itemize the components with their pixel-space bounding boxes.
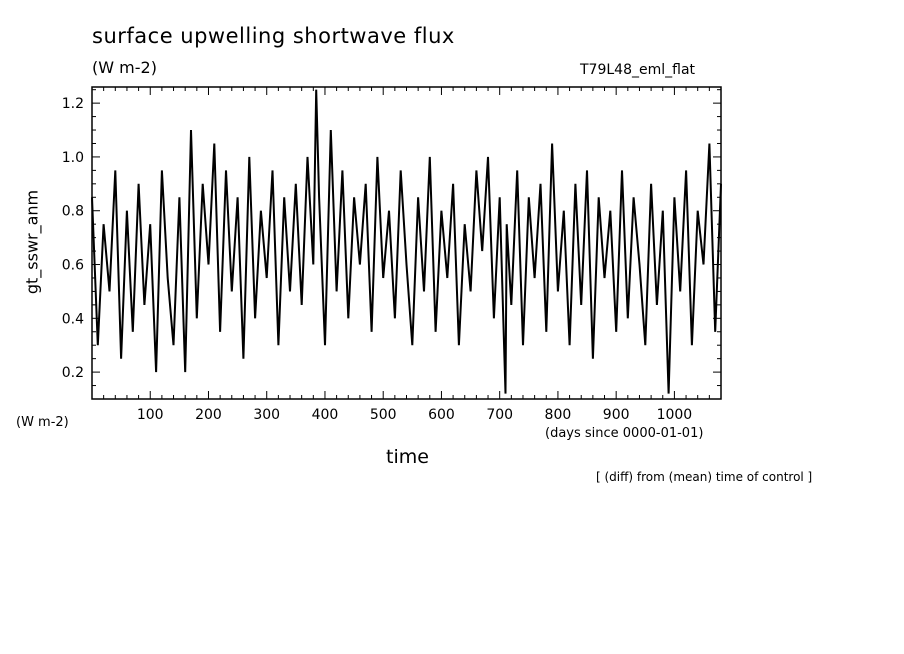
y-tick-label: 0.4 — [62, 311, 84, 327]
comparison-note: [ (diff) from (mean) time of control ] — [596, 470, 813, 484]
x-tick-label: 400 — [312, 407, 339, 423]
y-tick-label: 0.2 — [62, 365, 84, 381]
x-tick-label: 700 — [486, 407, 513, 423]
y-axis-units: (W m-2) — [16, 415, 69, 430]
series-line — [91, 89, 722, 394]
y-tick-label: 1.0 — [62, 150, 84, 166]
tick-labels: 100 200 300 400 500 600 700 800 900 1000 0.2 0.4 0.6… — [62, 96, 692, 423]
x-tick-label: 600 — [428, 407, 455, 423]
chart-title: surface upwelling shortwave flux — [92, 24, 455, 48]
x-tick-label: 900 — [603, 407, 630, 423]
x-tick-label: 800 — [545, 407, 572, 423]
x-axis-units: (days since 0000-01-01) — [545, 426, 704, 441]
y-tick-label: 0.8 — [62, 204, 84, 220]
x-tick-label: 200 — [195, 407, 222, 423]
run-name-label: T79L48_eml_flat — [580, 62, 696, 78]
x-tick-label: 1000 — [657, 407, 693, 423]
x-tick-label: 100 — [137, 407, 164, 423]
x-axis-label: time — [386, 446, 429, 468]
x-tick-label: 500 — [370, 407, 397, 423]
y-tick-label: 1.2 — [62, 96, 84, 112]
chart-units: (W m-2) — [92, 58, 157, 77]
x-tick-label: 300 — [253, 407, 280, 423]
y-tick-label: 0.6 — [62, 258, 84, 274]
